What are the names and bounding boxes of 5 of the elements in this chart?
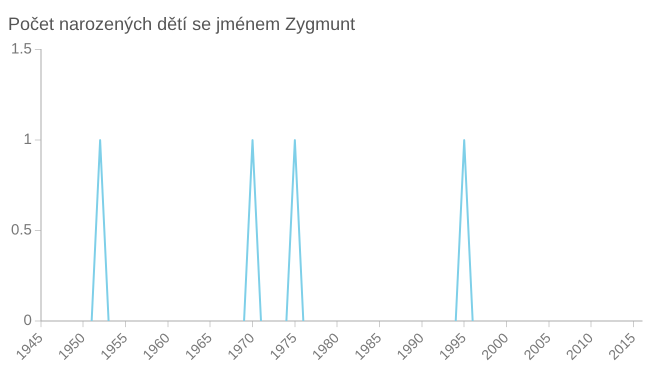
y-tick-label: 0 xyxy=(24,312,32,330)
y-tick-label: 1 xyxy=(24,131,32,148)
chart-title: Počet narozených dětí se jménem Zygmunt xyxy=(8,14,356,34)
y-tick-label: 1.5 xyxy=(10,40,32,58)
y-tick-label: 0.5 xyxy=(10,222,32,239)
